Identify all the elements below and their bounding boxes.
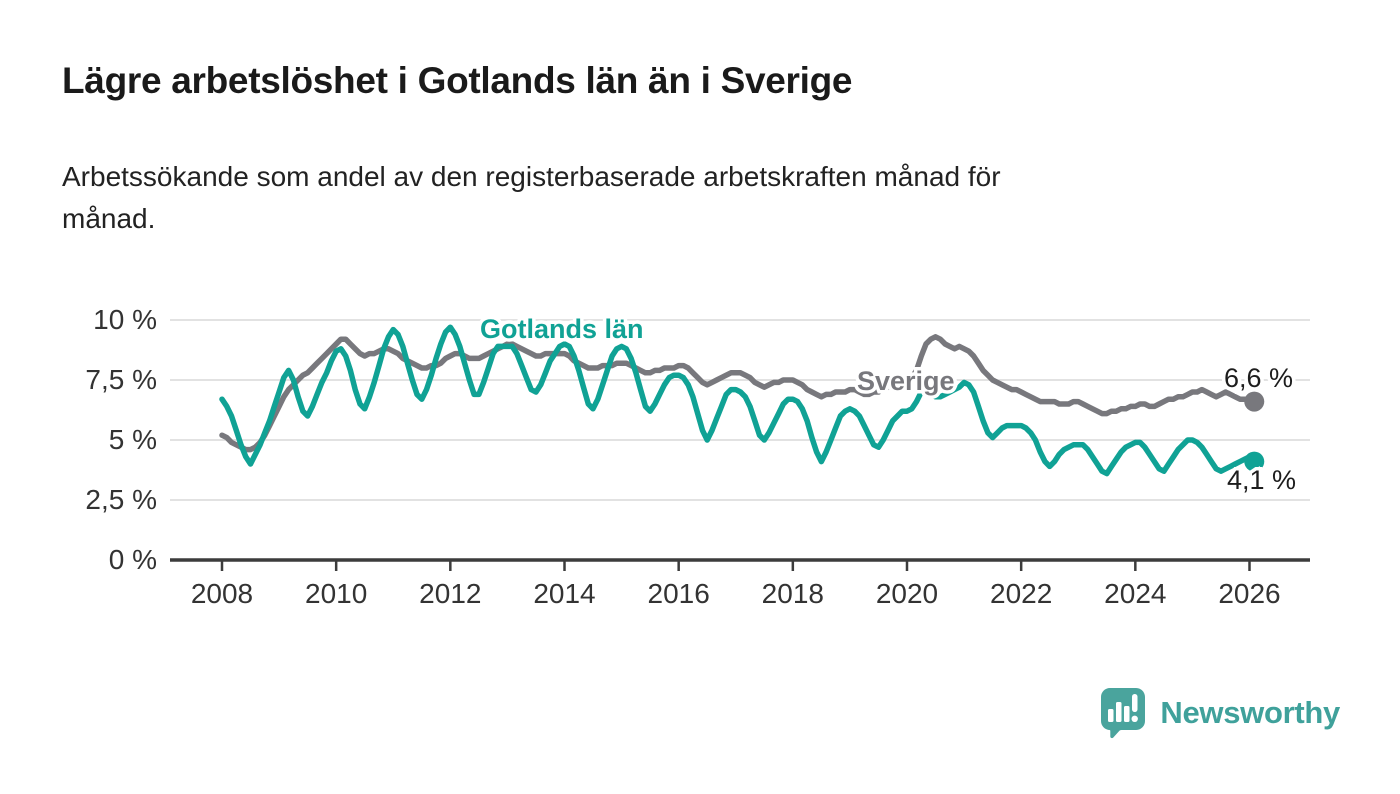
bar-2 bbox=[1116, 702, 1122, 722]
y-tick-label-5: 5 % bbox=[109, 424, 157, 455]
chart-title: Lägre arbetslöshet i Gotlands län än i S… bbox=[62, 60, 853, 101]
x-tick-label-2014: 2014 bbox=[533, 578, 595, 609]
series-end-dot-sverige bbox=[1244, 391, 1265, 412]
x-tick-label-2012: 2012 bbox=[419, 578, 481, 609]
speech-bubble-shape bbox=[1101, 688, 1146, 739]
exclamation-dot bbox=[1131, 715, 1139, 722]
exclamation-stem bbox=[1132, 694, 1138, 712]
bar-1 bbox=[1108, 709, 1114, 722]
end-value-label-sverige: 6,6 % bbox=[1224, 363, 1293, 393]
y-tick-label-10: 10 % bbox=[93, 304, 157, 335]
bar-3 bbox=[1124, 706, 1130, 722]
newsworthy-speech-bubble-chart-icon bbox=[1101, 688, 1146, 739]
chart-subtitle-line-1: Arbetssökande som andel av den registerb… bbox=[62, 161, 1001, 192]
series-line-sverige bbox=[219, 334, 1258, 453]
series-label-sverige: Sverige bbox=[857, 366, 955, 396]
series-end-dot-gotlands-l-n bbox=[1244, 451, 1265, 472]
x-tick-label-2022: 2022 bbox=[990, 578, 1052, 609]
x-tick-label-2026: 2026 bbox=[1218, 578, 1280, 609]
x-tick-label-2016: 2016 bbox=[648, 578, 710, 609]
newsworthy-wordmark: Newsworthy bbox=[1160, 695, 1340, 730]
x-tick-label-2024: 2024 bbox=[1104, 578, 1166, 609]
series-line-gotlands-l-n bbox=[219, 324, 1258, 477]
x-tick-label-2020: 2020 bbox=[876, 578, 938, 609]
x-tick-label-2010: 2010 bbox=[305, 578, 367, 609]
y-tick-label-2.5: 2,5 % bbox=[85, 484, 157, 515]
chart-subtitle: Arbetssökande som andel av den registerb… bbox=[62, 156, 1001, 240]
series-label-gotlands-l-n: Gotlands län bbox=[480, 314, 644, 344]
x-tick-label-2008: 2008 bbox=[191, 578, 253, 609]
end-value-label-gotlands-l-n: 4,1 % bbox=[1227, 465, 1296, 495]
y-tick-label-7.5: 7,5 % bbox=[85, 364, 157, 395]
chart-subtitle-line-2: månad. bbox=[62, 203, 156, 234]
x-tick-label-2018: 2018 bbox=[762, 578, 824, 609]
y-tick-label-0: 0 % bbox=[109, 544, 157, 575]
newsworthy-logo: Newsworthy bbox=[1099, 686, 1340, 740]
